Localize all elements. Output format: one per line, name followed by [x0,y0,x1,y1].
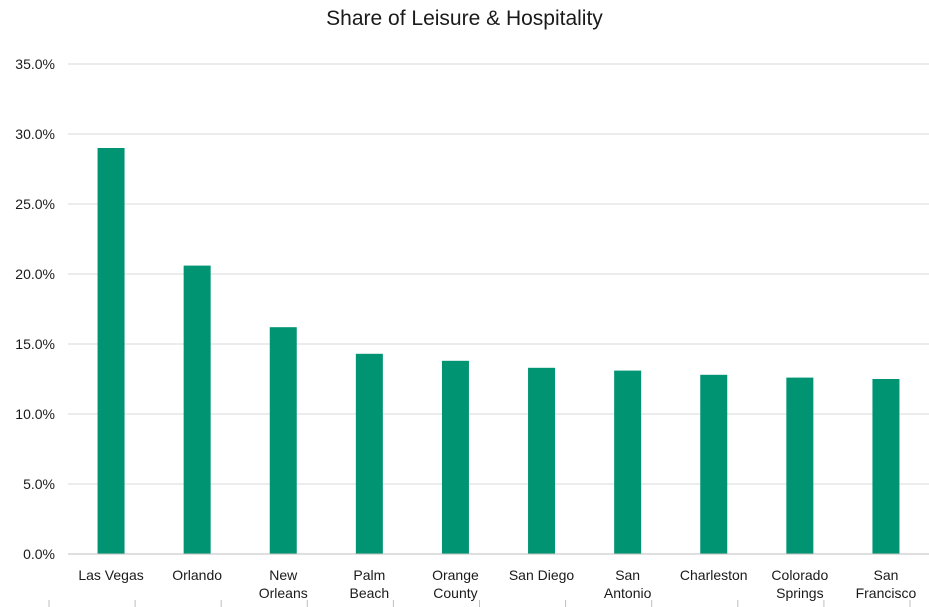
y-tick-label: 0.0% [23,546,55,562]
bar [441,360,469,554]
bar [700,374,728,554]
chart-title: Share of Leisure & Hospitality [326,7,603,30]
bar [528,367,556,554]
bar [269,327,297,554]
x-tick-label: San Antonio [604,567,652,601]
x-tick-label: Las Vegas [78,567,143,583]
y-tick-label: 35.0% [15,56,55,72]
y-tick-label: 10.0% [15,406,55,422]
y-tick-label: 25.0% [15,196,55,212]
x-tick-label: San Diego [509,567,575,583]
bar [614,370,642,554]
x-tick-label: New Orleans [259,567,308,601]
bar [183,265,211,554]
y-tick-label: 20.0% [15,266,55,282]
x-tick-label: Orlando [172,567,222,583]
y-tick-label: 30.0% [15,126,55,142]
bar [872,379,900,554]
x-tick-label: Palm Beach [349,567,389,601]
bar [97,148,125,554]
x-tick-label: San Francisco [856,567,917,601]
y-tick-label: 5.0% [23,476,55,492]
x-tick-label: Charleston [680,567,748,583]
x-tick-label: Orange County [432,567,479,601]
bar [786,377,814,554]
y-tick-label: 15.0% [15,336,55,352]
x-tick-label: Colorado Springs [771,567,828,601]
bar [355,353,383,554]
